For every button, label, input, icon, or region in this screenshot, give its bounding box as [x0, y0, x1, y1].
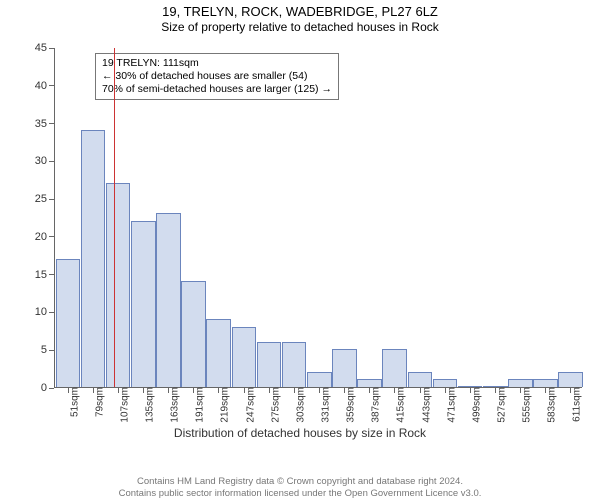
y-tick-label: 35 [35, 118, 55, 130]
histogram-bar [81, 130, 106, 387]
y-tick-label: 30 [35, 155, 55, 167]
histogram-bar [156, 213, 181, 387]
histogram-bar [558, 372, 583, 387]
x-tick-label: 443sqm [415, 387, 432, 423]
histogram-bar [181, 281, 206, 387]
histogram-bar [508, 379, 533, 387]
x-tick-label: 471sqm [440, 387, 457, 423]
footer-line2: Contains public sector information licen… [0, 488, 600, 500]
histogram-bar [357, 379, 382, 387]
y-tick-label: 45 [35, 42, 55, 54]
footer-line1: Contains HM Land Registry data © Crown c… [0, 476, 600, 488]
y-tick-label: 0 [41, 382, 55, 394]
histogram-bar [282, 342, 307, 387]
histogram-bar [131, 221, 156, 387]
histogram-bar [433, 379, 458, 387]
plot-area: 19 TRELYN: 111sqm ← 30% of detached hous… [54, 48, 582, 388]
x-tick-label: 555sqm [516, 387, 533, 423]
x-tick-label: 247sqm [239, 387, 256, 423]
x-tick-label: 191sqm [189, 387, 206, 423]
x-tick-label: 163sqm [164, 387, 181, 423]
y-tick-label: 20 [35, 231, 55, 243]
x-tick-label: 527sqm [491, 387, 508, 423]
x-tick-label: 79sqm [88, 387, 105, 417]
x-tick-label: 415sqm [390, 387, 407, 423]
x-tick-label: 107sqm [113, 387, 130, 423]
x-tick-label: 219sqm [214, 387, 231, 423]
x-tick-label: 499sqm [465, 387, 482, 423]
y-axis-label: Number of detached properties [0, 0, 7, 70]
x-tick-label: 387sqm [365, 387, 382, 423]
y-tick-label: 40 [35, 80, 55, 92]
footer-attribution: Contains HM Land Registry data © Crown c… [0, 476, 600, 500]
x-tick-label: 359sqm [340, 387, 357, 423]
callout-line2: ← 30% of detached houses are smaller (54… [102, 70, 332, 83]
x-tick-label: 303sqm [289, 387, 306, 423]
x-tick-label: 135sqm [139, 387, 156, 423]
page-title: 19, TRELYN, ROCK, WADEBRIDGE, PL27 6LZ [0, 4, 600, 20]
chart-container: Number of detached properties 19 TRELYN:… [0, 40, 600, 440]
y-tick-label: 15 [35, 269, 55, 281]
histogram-bar [257, 342, 282, 387]
histogram-bar [56, 259, 81, 387]
x-tick-label: 583sqm [541, 387, 558, 423]
histogram-bar [533, 379, 558, 387]
x-tick-label: 275sqm [264, 387, 281, 423]
x-tick-label: 331sqm [315, 387, 332, 423]
callout-line1: 19 TRELYN: 111sqm [102, 57, 332, 70]
property-marker-line [114, 48, 115, 387]
callout-line3: 70% of semi-detached houses are larger (… [102, 83, 332, 96]
y-tick-label: 5 [41, 344, 55, 356]
callout-box: 19 TRELYN: 111sqm ← 30% of detached hous… [95, 53, 339, 100]
histogram-bar [106, 183, 131, 387]
y-tick-label: 25 [35, 193, 55, 205]
histogram-bar [307, 372, 332, 387]
histogram-bar [206, 319, 231, 387]
histogram-bar [382, 349, 407, 387]
x-axis-label: Distribution of detached houses by size … [0, 426, 600, 440]
histogram-bar [232, 327, 257, 387]
page-subtitle: Size of property relative to detached ho… [0, 20, 600, 34]
histogram-bar [332, 349, 357, 387]
y-tick-label: 10 [35, 306, 55, 318]
x-tick-label: 51sqm [63, 387, 80, 417]
x-tick-label: 611sqm [566, 387, 583, 422]
histogram-bar [408, 372, 433, 387]
